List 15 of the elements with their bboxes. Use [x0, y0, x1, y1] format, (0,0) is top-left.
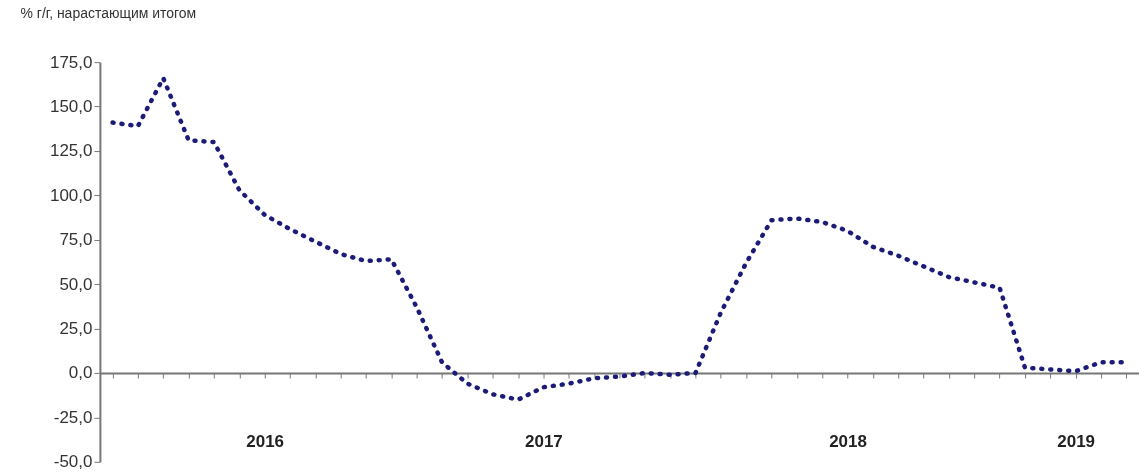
x-tick-label: 2019	[1057, 432, 1096, 452]
x-tick-label: 2016	[246, 432, 285, 452]
y-tick-label: 125,0	[49, 141, 93, 161]
y-tick-label: 25,0	[59, 319, 93, 339]
y-tick-label: 100,0	[49, 185, 93, 205]
y-tick-label: 150,0	[49, 97, 93, 117]
x-tick-label: 2018	[829, 432, 867, 452]
y-axis-title: % г/г, нарастающим итогом	[20, 4, 197, 21]
y-tick-label: 175,0	[49, 52, 93, 72]
y-tick-label: 75,0	[59, 230, 93, 250]
y-tick-label: -25,0	[53, 407, 93, 427]
x-tick-label: 2017	[525, 432, 563, 452]
y-tick-label: -50,0	[53, 452, 93, 472]
y-tick-label: 0,0	[68, 363, 93, 383]
y-tick-label: 50,0	[59, 274, 93, 294]
